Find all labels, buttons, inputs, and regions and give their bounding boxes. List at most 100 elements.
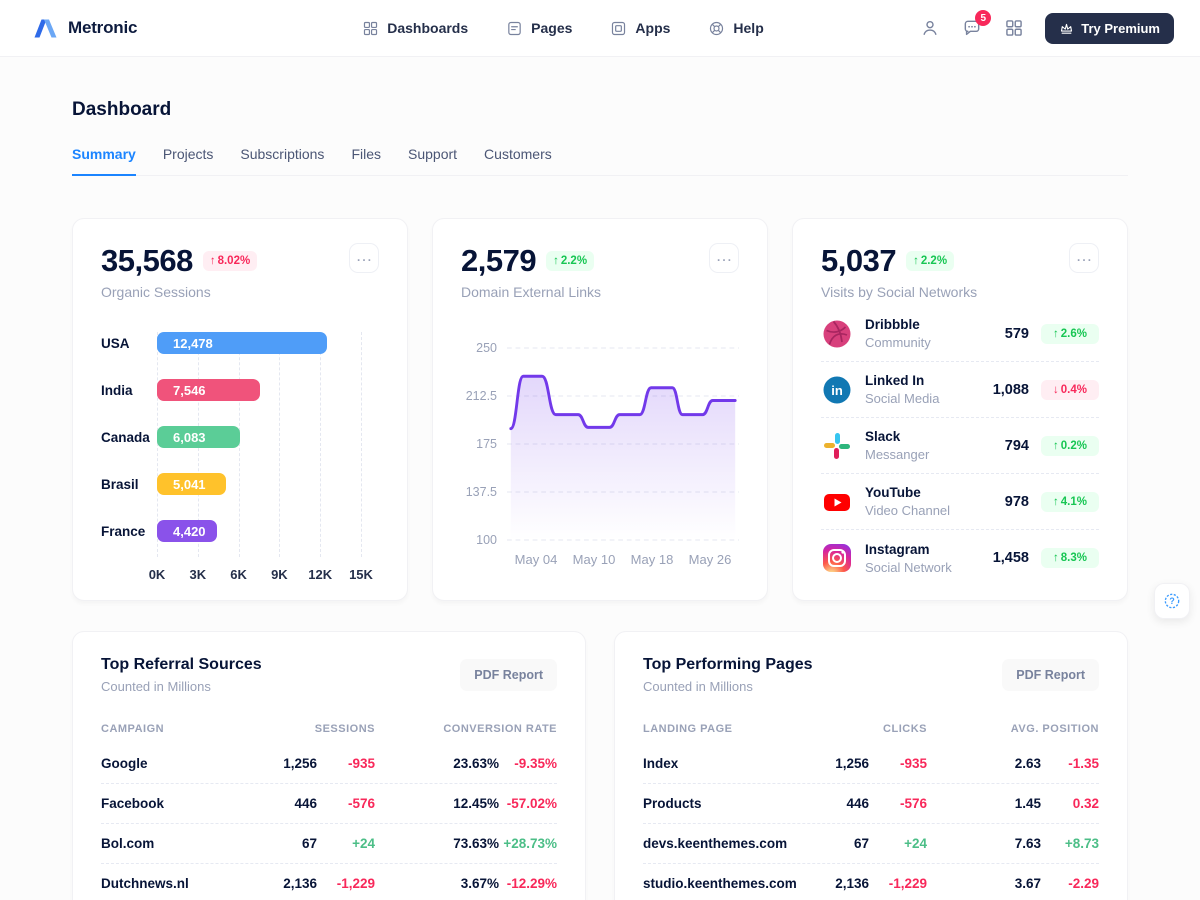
metric-cell: 1.45 0.32 [953,796,1099,811]
social-row-youtube[interactable]: YouTube Video Channel 978 ↑ 4.1% [821,474,1099,530]
table-row[interactable]: Google 1,256 -935 23.63% -9.35% [101,744,557,784]
chat-icon[interactable]: 5 [961,10,992,39]
card-menu-button[interactable]: … [709,243,739,273]
bar-chart-x-axis: 0K 3K 6K 9K 12K 15K [149,567,373,587]
x-axis-tick: May 10 [572,552,616,567]
social-category: Messanger [865,447,930,462]
try-premium-button[interactable]: Try Premium [1045,12,1174,44]
social-category: Social Network [865,559,952,575]
linkedin-icon: in [821,374,853,406]
social-row-instagram[interactable]: Instagram Social Network 1,458 ↑ 8.3% [821,530,1099,586]
bar-canada[interactable]: 6,083 [157,426,240,448]
x-axis-tick: May 18 [630,552,674,567]
metric-cell: 446 -576 [265,796,375,811]
external-links-line-chart: 250 212.5 175 137.5 100 May 04 May 10 May 18 Ma… [461,341,739,567]
main-nav: Dashboards Pages Apps Help [252,20,874,37]
top-navbar: Metronic Dashboards Pages Apps Help 5 Try P… [0,0,1200,57]
metric-delta: -935 [899,756,927,771]
column-header: CONVERSION RATE [443,723,557,735]
metric-cell: 3.67 -2.29 [953,876,1099,891]
bar-category-label: Canada [101,429,150,445]
social-networks-list: Dribbble Community 579 ↑ 2.6% in Linked In S… [821,306,1099,586]
bar-usa[interactable]: 12,478 [157,332,327,354]
floating-help-button[interactable]: ? [1154,583,1190,619]
bar-row: Canada 6,083 [101,426,361,448]
card-menu-button[interactable]: … [349,243,379,273]
domain-links-delta-badge: ↑ 2.2% [546,251,595,271]
table-row[interactable]: Index 1,256 -935 2.63 -1.35 [643,744,1099,784]
row-name: studio.keenthemes.com [643,876,797,891]
nav-item-dashboards[interactable]: Dashboards [362,20,468,37]
pdf-report-button[interactable]: PDF Report [460,659,557,691]
social-delta-badge: ↑ 8.3% [1041,548,1099,568]
table-row[interactable]: devs.keenthemes.com 67 +24 7.63 +8.73 [643,824,1099,864]
tab-subscriptions[interactable]: Subscriptions [240,146,325,162]
pdf-report-button[interactable]: PDF Report [1002,659,1099,691]
x-axis-tick: 6K [230,567,247,582]
tab-files[interactable]: Files [351,146,381,162]
user-icon[interactable] [919,17,941,39]
nav-item-label: Pages [531,20,573,36]
metric-delta: -1.35 [1068,756,1099,771]
tab-support[interactable]: Support [408,146,458,162]
bar-category-label: Brasil [101,476,139,492]
metric-value: 73.63% [453,836,499,851]
social-row-linked-in[interactable]: in Linked In Social Media 1,088 ↓ 0.4% [821,362,1099,418]
delta-value: 2.2% [560,255,588,267]
y-axis-tick: 100 [476,533,497,547]
nav-item-label: Apps [635,20,671,36]
card-subtitle: Counted in Millions [643,679,753,694]
nav-item-pages[interactable]: Pages [506,20,572,37]
social-name-block: Linked In Social Media [865,373,939,406]
social-name: Linked In [865,373,925,388]
organic-sessions-delta-badge: ↑ 8.02% [202,251,258,271]
svg-text:?: ? [1169,596,1174,606]
social-name: YouTube [865,485,921,500]
table-header-row: CAMPAIGN SESSIONS CONVERSION RATE [101,714,557,744]
social-visits-card: 5,037 ↑ 2.2% Visits by Social Networks …… [792,218,1128,601]
metric-value: 3.67% [460,876,499,891]
social-visits-value: 5,037 [821,243,897,278]
social-row-slack[interactable]: Slack Messanger 794 ↑ 0.2% [821,418,1099,474]
bar-india[interactable]: 7,546 [157,379,260,401]
y-axis-tick: 137.5 [465,485,497,499]
row-name: Index [643,756,679,771]
social-row-dribbble[interactable]: Dribbble Community 579 ↑ 2.6% [821,306,1099,362]
table-row[interactable]: Products 446 -576 1.45 0.32 [643,784,1099,824]
bar-brasil[interactable]: 5,041 [157,473,226,495]
table-row[interactable]: studio.keenthemes.com 2,136 -1,229 3.67 -2… [643,864,1099,900]
tab-summary[interactable]: Summary [72,146,136,176]
brand[interactable]: Metronic [32,15,252,42]
domain-links-value: 2,579 [461,243,537,278]
apps-grid-icon[interactable] [1003,17,1025,39]
slack-icon [821,430,853,462]
tab-customers[interactable]: Customers [484,146,552,162]
nav-item-label: Dashboards [387,20,469,36]
table-row[interactable]: Dutchnews.nl 2,136 -1,229 3.67% -12.29% [101,864,557,900]
metric-delta: +24 [352,836,375,851]
bar-france[interactable]: 4,420 [157,520,218,542]
social-delta-badge: ↑ 2.6% [1041,323,1099,344]
social-value: 579 [1004,325,1029,342]
y-axis-tick: 175 [476,437,497,451]
card-menu-button[interactable]: … [1069,243,1099,273]
domain-links-card: 2,579 ↑ 2.2% Domain External Links … 250… [432,218,768,601]
table-row[interactable]: Bol.com 67 +24 73.63% +28.73% [101,824,557,864]
help-icon [708,20,725,37]
bar-track: 12,478 [157,332,361,354]
tab-projects[interactable]: Projects [162,146,214,162]
metric-delta: -576 [899,796,927,811]
arrow-up-icon: ↑ [1053,439,1059,452]
row-name: Bol.com [101,836,155,851]
social-value: 1,458 [992,550,1029,566]
question-badge-icon: ? [1162,591,1182,611]
delta-value: 8.02% [217,255,251,267]
top-referral-sources-card: Top Referral Sources Counted in Millions… [72,631,586,900]
nav-item-help[interactable]: Help [708,20,764,37]
bar-row: India 7,546 [101,379,361,401]
card-title: Top Performing Pages [643,656,813,673]
nav-item-apps[interactable]: Apps [610,20,670,37]
instagram-icon [821,542,853,574]
table-row[interactable]: Facebook 446 -576 12.45% -57.02% [101,784,557,824]
y-axis-tick: 250 [476,341,497,355]
